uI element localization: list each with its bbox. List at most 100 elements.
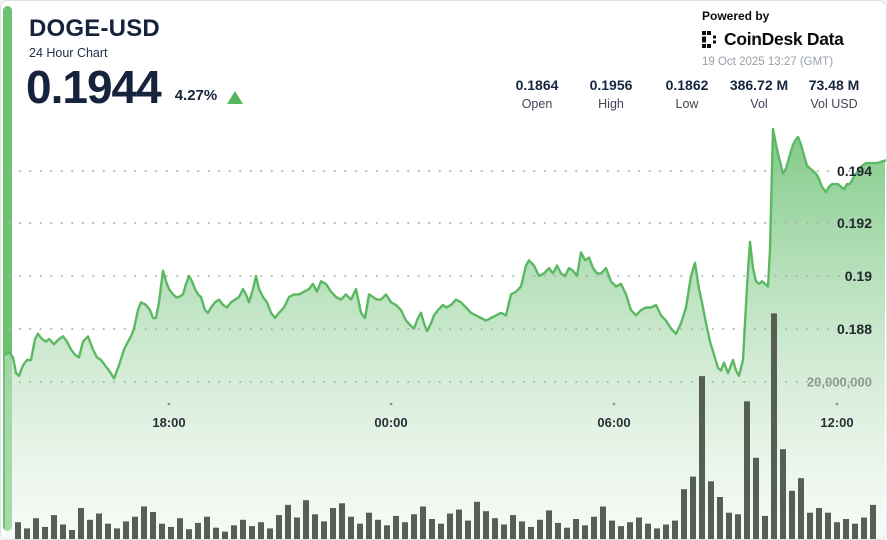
volume-bar <box>402 522 408 539</box>
volume-bar <box>114 528 120 539</box>
volume-bar <box>69 530 75 539</box>
volume-bar <box>582 525 588 539</box>
volume-bar <box>231 525 237 539</box>
volume-bar <box>312 514 318 539</box>
volume-bar <box>591 516 597 539</box>
volume-bar <box>807 512 813 539</box>
current-price: 0.1944 <box>26 61 162 113</box>
stat-vol-label: Vol <box>750 97 768 111</box>
volume-bar <box>573 519 579 539</box>
y-axis-price-label: 0.19 <box>844 268 872 284</box>
x-axis-time-label: 12:00 <box>820 415 854 430</box>
volume-bar <box>735 514 741 539</box>
volume-bar <box>753 457 759 539</box>
volume-bar <box>834 522 840 539</box>
volume-bar <box>285 504 291 539</box>
volume-bar <box>825 512 831 539</box>
stat-high-value: 0.1956 <box>589 77 633 93</box>
volume-bar <box>510 515 516 539</box>
volume-bar <box>483 511 489 539</box>
volume-bar <box>447 513 453 539</box>
volume-bar <box>240 519 246 539</box>
volume-bar <box>51 515 57 539</box>
x-axis-time-label: 06:00 <box>597 415 631 430</box>
volume-bar <box>744 401 750 539</box>
x-tick-dot <box>835 402 839 406</box>
x-axis-time-label: 00:00 <box>374 415 408 430</box>
stat-low: 0.1862 Low <box>642 77 732 111</box>
volume-bar <box>42 526 48 539</box>
volume-bar <box>717 497 723 539</box>
header-right: Powered by CoinDesk Data 19 Oct 2025 13:… <box>702 9 872 68</box>
stat-open-value: 0.1864 <box>515 77 559 93</box>
powered-by-label: Powered by <box>702 9 770 23</box>
volume-bar <box>627 522 633 539</box>
timestamp: 19 Oct 2025 13:27 (GMT) <box>702 56 834 68</box>
volume-bar <box>429 519 435 539</box>
volume-bar <box>249 526 255 539</box>
volume-bar <box>663 524 669 539</box>
volume-bar <box>294 517 300 539</box>
volume-bar <box>816 508 822 539</box>
volume-bar <box>186 529 192 539</box>
volume-bar <box>267 528 273 539</box>
volume-bar <box>321 521 327 539</box>
volume-bar <box>852 523 858 539</box>
volume-bar <box>330 508 336 539</box>
volume-bar <box>501 524 507 539</box>
volume-bar <box>771 313 777 539</box>
volume-bar <box>645 523 651 539</box>
y-axis-price-label: 0.194 <box>836 163 872 179</box>
volume-bar <box>15 522 21 539</box>
volume-bar <box>87 519 93 539</box>
stat-vol-usd: 73.48 M Vol USD <box>789 77 879 111</box>
volume-bar <box>123 521 129 539</box>
volume-bar <box>699 376 705 539</box>
volume-bar <box>33 518 39 539</box>
volume-bar <box>456 509 462 539</box>
volume-bar <box>303 500 309 539</box>
symbol-title: DOGE-USD <box>29 15 160 42</box>
stat-low-value: 0.1862 <box>665 77 709 93</box>
price-area <box>5 129 885 539</box>
price-line <box>3 127 886 380</box>
volume-bar <box>528 526 534 539</box>
header-left: DOGE-USD 24 Hour Chart <box>29 15 160 60</box>
brand-row[interactable]: CoinDesk Data <box>702 29 872 50</box>
volume-bar <box>78 508 84 539</box>
volume-bar <box>132 516 138 539</box>
volume-bar <box>690 476 696 539</box>
x-axis-time-label: 18:00 <box>152 415 186 430</box>
volume-bar <box>168 526 174 539</box>
volume-bar <box>141 506 147 539</box>
volume-bar <box>213 527 219 539</box>
volume-bar <box>546 510 552 539</box>
volume-bar <box>618 526 624 539</box>
y-axis-price-label: 0.188 <box>836 321 872 337</box>
volume-bar <box>276 515 282 539</box>
volume-bar <box>474 501 480 539</box>
volume-bar <box>420 506 426 539</box>
volume-bar <box>105 523 111 539</box>
volume-bar <box>60 524 66 539</box>
volume-bar <box>600 506 606 539</box>
volume-bar <box>393 515 399 539</box>
volume-bar <box>861 517 867 539</box>
stat-vol-usd-label: Vol USD <box>810 97 858 111</box>
left-accent-bar <box>3 6 12 531</box>
volume-bar <box>438 523 444 539</box>
volume-bar <box>465 520 471 539</box>
volume-bar <box>564 527 570 539</box>
stat-high: 0.1956 High <box>566 77 656 111</box>
chart-subtitle: 24 Hour Chart <box>29 46 108 60</box>
volume-bar <box>96 513 102 539</box>
volume-bar <box>636 517 642 539</box>
x-tick-dot <box>389 402 393 406</box>
stat-open-label: Open <box>521 97 553 111</box>
stat-vol: 386.72 M Vol <box>714 77 804 111</box>
volume-bar <box>204 516 210 539</box>
stat-high-label: High <box>598 97 624 111</box>
volume-bar <box>195 522 201 539</box>
